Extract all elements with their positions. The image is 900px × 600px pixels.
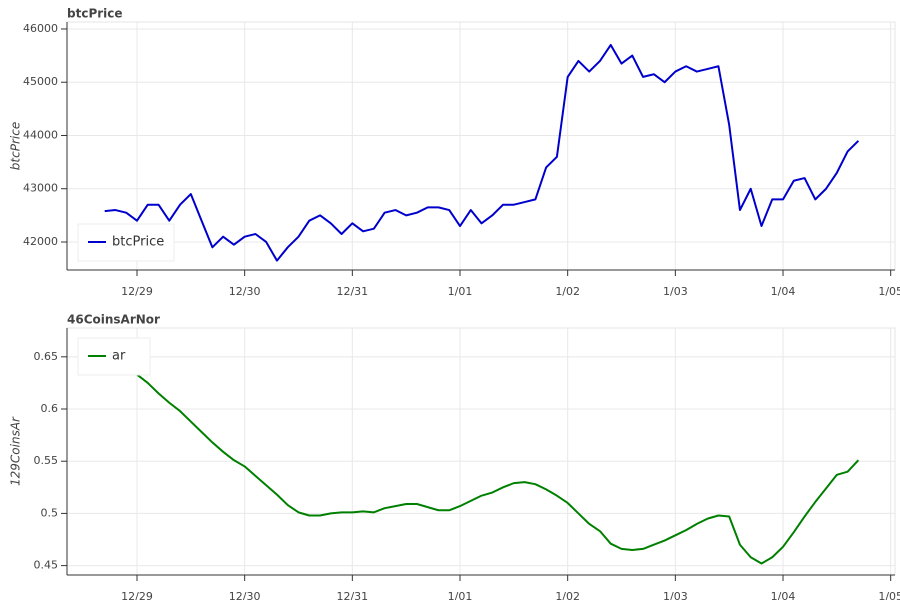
x-tick-label: 12/30 <box>229 590 261 600</box>
y-tick-label: 0.65 <box>34 350 59 363</box>
y-tick-label: 0.45 <box>34 559 59 572</box>
y-tick-label: 0.5 <box>41 506 59 519</box>
y-tick-label: 44000 <box>23 128 58 141</box>
y-tick-label: 46000 <box>23 22 58 35</box>
y-tick-label: 42000 <box>23 235 58 248</box>
plot-frame <box>66 21 896 271</box>
x-tick-label: 12/31 <box>336 285 368 298</box>
x-tick-label: 1/04 <box>771 590 796 600</box>
y-tick-label: 45000 <box>23 75 58 88</box>
x-tick-label: 1/01 <box>448 590 473 600</box>
x-tick-label: 1/03 <box>663 590 688 600</box>
x-tick-label: 12/29 <box>121 285 153 298</box>
line-series <box>103 337 860 565</box>
legend-label: btcPrice <box>112 235 164 250</box>
chart-title: 46CoinsArNor <box>67 313 160 327</box>
y-tick-label: 43000 <box>23 182 58 195</box>
chart-title: btcPrice <box>67 7 123 21</box>
x-tick-label: 1/04 <box>771 285 796 298</box>
x-tick-label: 1/05 <box>878 590 900 600</box>
legend-label: ar <box>112 349 126 364</box>
y-axis-label: 129CoinsAr <box>9 416 23 486</box>
x-tick-label: 1/01 <box>448 285 473 298</box>
x-tick-label: 12/30 <box>229 285 261 298</box>
x-tick-label: 1/02 <box>555 285 580 298</box>
x-tick-label: 1/02 <box>555 590 580 600</box>
y-axis-label: btcPrice <box>9 122 23 170</box>
y-tick-label: 0.6 <box>41 402 59 415</box>
x-tick-label: 1/03 <box>663 285 688 298</box>
x-tick-label: 12/29 <box>121 590 153 600</box>
line-series <box>104 43 860 262</box>
plot-frame <box>66 327 896 576</box>
x-tick-label: 1/05 <box>878 285 900 298</box>
x-tick-label: 12/31 <box>336 590 368 600</box>
y-tick-label: 0.55 <box>34 454 59 467</box>
